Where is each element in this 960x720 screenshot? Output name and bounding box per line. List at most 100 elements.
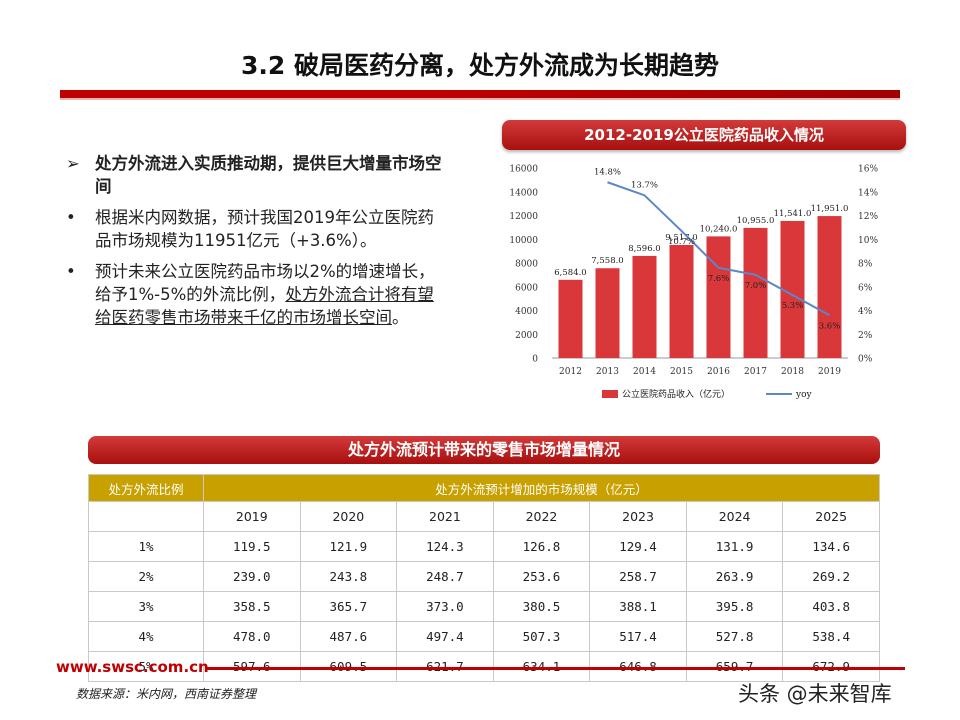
value-cell: 507.3 xyxy=(492,621,591,652)
bullet-heading: ➢ 处方外流进入实质推动期，提供巨大增量市场空间 xyxy=(66,152,446,198)
bullet-text-underlined: 处方外流合计将有望给医药零售市场带来千亿的市场增长空间 xyxy=(95,285,434,327)
page-title: 3.2 破局医药分离，处方外流成为长期趋势 xyxy=(241,51,719,80)
y-left-tick-label: 2000 xyxy=(515,331,538,341)
bar-value-label: 10,955.0 xyxy=(737,216,775,226)
chart-title-banner: 2012-2019公立医院药品收入情况 xyxy=(502,120,906,150)
footer-divider xyxy=(205,667,905,670)
y-right-tick-label: 14% xyxy=(858,188,878,198)
x-tick-label: 2018 xyxy=(781,367,804,377)
value-cell: 124.3 xyxy=(396,531,494,562)
value-cell: 239.0 xyxy=(203,561,301,592)
watermark: 头条 @未来智库 xyxy=(738,682,892,706)
value-cell: 609.5 xyxy=(299,651,398,682)
table-row: 3% 358.5 365.7 373.0 380.5 388.1 395.8 403.8 xyxy=(88,591,880,622)
bar-value-label: 7,558.0 xyxy=(591,256,623,266)
ratio-cell: 5% xyxy=(88,651,204,682)
value-cell: 263.9 xyxy=(685,561,784,592)
legend-bar-label: 公立医院药品收入（亿元） xyxy=(622,388,730,400)
yoy-value-label: 14.8% xyxy=(594,167,621,177)
y-right-tick-label: 6% xyxy=(858,283,873,293)
value-cell: 129.4 xyxy=(589,531,687,562)
y-right-tick-label: 16% xyxy=(858,165,878,175)
y-left-tick-label: 10000 xyxy=(509,236,538,246)
bar xyxy=(780,220,805,358)
ratio-column-header: 处方外流比例 xyxy=(88,474,204,502)
value-cell: 538.4 xyxy=(782,621,880,652)
year-header-cell: 2024 xyxy=(685,501,784,532)
x-tick-label: 2015 xyxy=(670,367,693,377)
value-cell: 672.9 xyxy=(782,651,880,682)
bullet-text: 根据米内网数据，预计我国2019年公立医院药品市场规模为11951亿元（+3.6… xyxy=(95,208,434,250)
table-header-row: 处方外流比例 处方外流预计增加的市场规模（亿元） xyxy=(88,474,880,502)
value-cell: 517.4 xyxy=(589,621,687,652)
value-cell: 373.0 xyxy=(396,591,494,622)
bar xyxy=(595,268,620,358)
y-left-tick-label: 0 xyxy=(532,355,538,365)
year-header-corner xyxy=(88,501,204,532)
table-row: 2% 239.0 243.8 248.7 253.6 258.7 263.9 269.2 xyxy=(88,561,880,592)
data-source: 数据来源：米内网，西南证券整理 xyxy=(76,687,257,701)
y-left-tick-label: 12000 xyxy=(509,212,538,222)
market-size-header: 处方外流预计增加的市场规模（亿元） xyxy=(203,474,880,502)
y-right-tick-label: 12% xyxy=(858,212,878,222)
table-row: 5%597.6609.5621.7634.1646.8659.7672.9 xyxy=(88,651,880,682)
arrow-bullet-icon: ➢ xyxy=(66,154,80,173)
y-left-tick-label: 4000 xyxy=(515,307,538,317)
x-tick-label: 2019 xyxy=(818,367,841,377)
y-right-tick-label: 2% xyxy=(858,331,873,341)
value-cell: 388.1 xyxy=(589,591,687,622)
year-header-cell: 2021 xyxy=(396,501,494,532)
value-cell: 621.7 xyxy=(396,651,494,682)
table-row: 4% 478.0 487.6 497.4 507.3 517.4 527.8 538.4 xyxy=(88,621,880,652)
value-cell: 395.8 xyxy=(685,591,784,622)
year-header-row: 2019 2020 2021 2022 2023 2024 2025 xyxy=(88,501,880,532)
dot-bullet-icon: • xyxy=(66,208,76,227)
y-left-tick-label: 6000 xyxy=(515,283,538,293)
value-cell: 597.6 xyxy=(203,651,301,682)
x-tick-label: 2012 xyxy=(559,367,582,377)
x-tick-label: 2017 xyxy=(744,367,767,377)
value-cell: 527.8 xyxy=(685,621,784,652)
bar xyxy=(817,216,842,358)
bar-value-label: 11,951.0 xyxy=(811,204,849,214)
yoy-value-label: 3.6% xyxy=(819,321,841,331)
bar xyxy=(743,227,768,358)
year-header-cell: 2025 xyxy=(782,501,880,532)
revenue-chart-svg: 0 2000 4000 6000 8000 10000 12000 14000 16000 0% 2… xyxy=(509,165,878,401)
value-cell: 478.0 xyxy=(203,621,301,652)
bar-value-label: 9,517.0 xyxy=(665,233,697,243)
value-cell: 126.8 xyxy=(492,531,591,562)
bar-value-label: 11,541.0 xyxy=(774,209,812,219)
legend-line-label: yoy xyxy=(795,390,813,400)
y-right-tick-label: 0% xyxy=(858,355,873,365)
bullet-item: • 根据米内网数据，预计我国2019年公立医院药品市场规模为11951亿元（+3… xyxy=(66,206,446,252)
bar-value-label: 6,584.0 xyxy=(554,268,586,278)
year-header-cell: 2020 xyxy=(299,501,398,532)
y-right-tick-label: 8% xyxy=(858,260,873,270)
value-cell: 258.7 xyxy=(589,561,687,592)
value-cell: 380.5 xyxy=(492,591,591,622)
bullet-item: • 预计未来公立医院药品市场以2%的增速增长，给予1%-5%的外流比例，处方外流… xyxy=(66,260,446,329)
ratio-cell: 3% xyxy=(88,591,204,622)
table-row: 1% 119.5 121.9 124.3 126.8 129.4 131.9 134.6 xyxy=(88,531,880,562)
bullet-text: 预计未来公立医院药品市场以2%的增速增长，给予1%-5%的外流比例， xyxy=(95,262,435,304)
yoy-value-label: 7.0% xyxy=(745,281,767,291)
yoy-value-label: 10.7% xyxy=(668,237,695,247)
x-tick-label: 2014 xyxy=(633,367,656,377)
bar xyxy=(558,279,583,358)
value-cell: 634.1 xyxy=(492,651,591,682)
y-right-tick-label: 10% xyxy=(858,236,878,246)
y-left-tick-label: 16000 xyxy=(509,165,538,175)
value-cell: 646.8 xyxy=(589,651,687,682)
bullet-list: ➢ 处方外流进入实质推动期，提供巨大增量市场空间 • 根据米内网数据，预计我国2… xyxy=(66,152,446,337)
year-header-cell: 2019 xyxy=(203,501,301,532)
x-tick-label: 2016 xyxy=(707,367,730,377)
value-cell: 121.9 xyxy=(299,531,398,562)
yoy-line xyxy=(607,181,830,317)
revenue-chart: 0 2000 4000 6000 8000 10000 12000 14000 16000 0% 2… xyxy=(496,158,896,410)
value-cell: 403.8 xyxy=(782,591,880,622)
value-cell: 487.6 xyxy=(299,621,398,652)
yoy-value-label: 7.6% xyxy=(708,274,730,284)
bullet-text-end: 。 xyxy=(392,308,409,327)
value-cell: 497.4 xyxy=(396,621,494,652)
